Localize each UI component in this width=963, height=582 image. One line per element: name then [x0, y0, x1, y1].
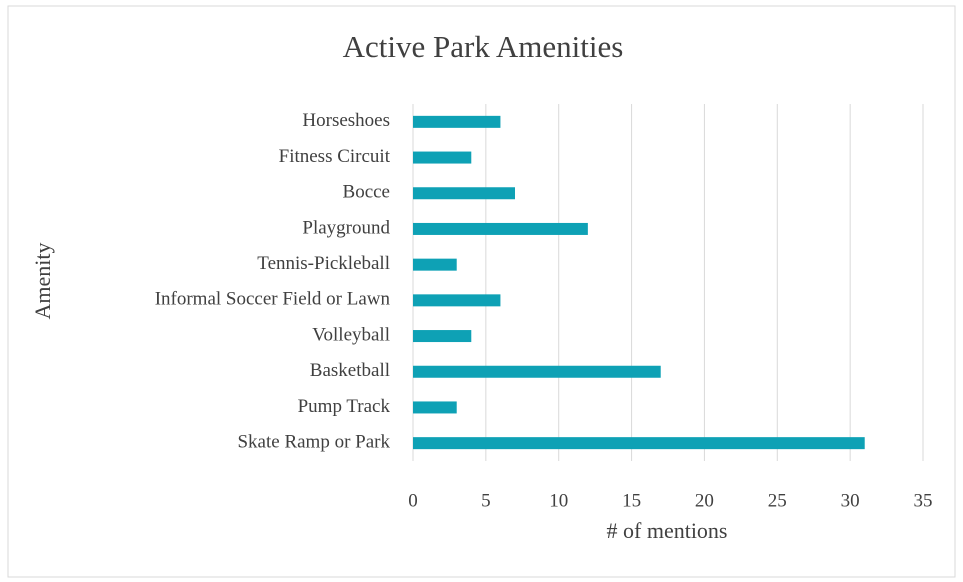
chart-title: Active Park Amenities — [343, 29, 624, 64]
x-tick-label: 5 — [481, 490, 491, 511]
bar — [413, 294, 501, 307]
y-tick-label: Pump Track — [298, 396, 391, 417]
bar — [413, 365, 661, 378]
x-tick-label: 35 — [914, 490, 933, 511]
chart-border — [7, 5, 956, 578]
bar — [413, 187, 515, 200]
bar — [413, 115, 501, 128]
x-axis-title: # of mentions — [607, 518, 728, 543]
bar — [413, 151, 472, 164]
y-tick-label: Tennis-Pickleball — [257, 253, 390, 274]
y-tick-label: Fitness Circuit — [279, 146, 391, 167]
bar — [413, 401, 457, 414]
y-axis-title: Amenity — [30, 243, 55, 320]
bar — [413, 258, 457, 271]
x-tick-label: 25 — [768, 490, 787, 511]
x-tick-label: 10 — [549, 490, 568, 511]
y-tick-label: Horseshoes — [302, 110, 390, 131]
bar — [413, 330, 472, 343]
bar — [413, 437, 865, 450]
x-tick-label: 0 — [408, 490, 418, 511]
y-tick-label: Playground — [302, 217, 390, 238]
y-tick-label: Informal Soccer Field or Lawn — [155, 289, 391, 310]
y-tick-label: Basketball — [310, 360, 390, 381]
x-tick-label: 30 — [841, 490, 860, 511]
y-tick-label: Bocce — [343, 182, 390, 203]
x-tick-label: 15 — [622, 490, 641, 511]
y-tick-label: Volleyball — [312, 324, 390, 345]
x-tick-label: 20 — [695, 490, 714, 511]
bar — [413, 222, 588, 235]
y-tick-label: Skate Ramp or Park — [237, 432, 390, 453]
